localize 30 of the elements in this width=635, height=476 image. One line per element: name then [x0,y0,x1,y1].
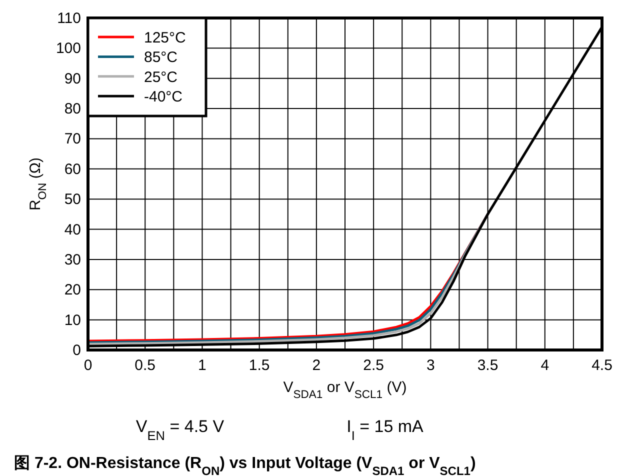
legend-label: 85°C [144,49,178,66]
y-tick-label: 0 [72,342,81,359]
y-tick-label: 30 [64,251,81,268]
text: I$_{I}$ = 15 mA [346,417,424,442]
y-tick-label: 100 [56,40,81,58]
y-tick-label: 70 [64,130,81,148]
y-tick-label: 110 [57,10,81,27]
x-tick-label: 2.5 [363,357,384,374]
x-tick-label: 3.5 [477,357,498,374]
x-tick-label: 1 [198,357,206,374]
y-tick-label: 20 [64,282,81,299]
y-tick-label: 90 [64,70,81,88]
y-tick-label: 50 [64,191,81,208]
x-tick-label: 0 [84,357,92,374]
y-tick-label: 10 [64,312,81,329]
x-tick-label: 4 [540,357,550,374]
x-tick-label: 2 [312,357,321,374]
x-tick-label: 0.5 [134,357,156,374]
x-tick-label: 3 [426,357,435,374]
text: V$_{EN}$ = 4.5 V [136,417,225,442]
x-tick-label: 4.5 [592,357,612,374]
legend-label: 125°C [144,30,186,46]
x-tick-label: 1.5 [248,357,270,374]
legend-label: -40°C [144,88,183,106]
text: 图 7-2. ON-Resistance (R$_{ON}$) vs Input Voltage (V$_{SDA1}$ or V$_{SCL1}$) [14,455,476,476]
y-tick-label: 40 [64,221,81,238]
x-axis-title: V$_{SDA1}$ or V$_{SCL1}$ (V) [283,379,407,401]
y-tick-label: 60 [64,160,81,178]
legend-label: 25°C [144,68,178,86]
y-tick-label: 80 [64,100,81,118]
